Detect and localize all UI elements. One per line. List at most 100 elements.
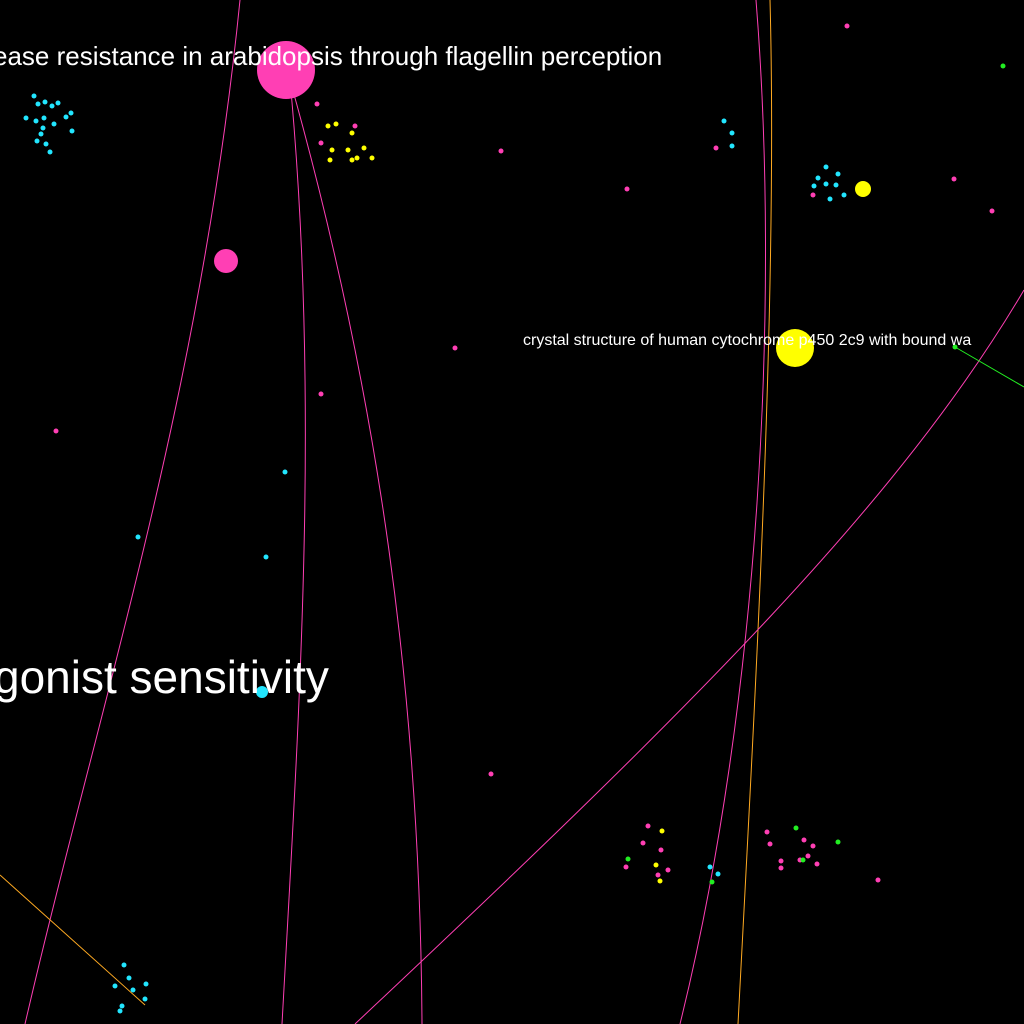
graph-node-pink-0[interactable]	[257, 41, 315, 99]
graph-node-cyan-49[interactable]	[823, 164, 829, 170]
graph-node-cyan-53[interactable]	[833, 182, 839, 188]
graph-node-pink-57[interactable]	[810, 192, 816, 198]
graph-node-pink-71[interactable]	[655, 872, 661, 878]
graph-node-pink-34[interactable]	[314, 101, 320, 107]
graph-node-green-75[interactable]	[709, 879, 715, 885]
graph-node-cyan-90[interactable]	[112, 983, 118, 989]
graph-node-green-84[interactable]	[800, 857, 806, 863]
graph-node-cyan-5[interactable]	[31, 93, 37, 99]
graph-node-yellow-27[interactable]	[369, 155, 375, 161]
graph-node-pink-86[interactable]	[778, 865, 784, 871]
graph-node-cyan-88[interactable]	[121, 962, 127, 968]
graph-node-cyan-12[interactable]	[41, 115, 47, 121]
graph-node-pink-48[interactable]	[713, 145, 719, 151]
graph-node-yellow-22[interactable]	[325, 123, 331, 129]
graph-node-cyan-11[interactable]	[33, 118, 39, 124]
graph-node-cyan-45[interactable]	[721, 118, 727, 124]
graph-node-cyan-50[interactable]	[835, 171, 841, 177]
graph-node-cyan-51[interactable]	[815, 175, 821, 181]
graph-node-pink-78[interactable]	[767, 841, 773, 847]
graph-node-pink-68[interactable]	[623, 864, 629, 870]
graph-node-cyan-15[interactable]	[68, 110, 74, 116]
graph-node-yellow-30[interactable]	[327, 157, 333, 163]
graph-node-cyan-17[interactable]	[34, 138, 40, 144]
graph-node-yellow-3[interactable]	[855, 181, 871, 197]
edge-pink-diagonal	[354, 289, 1024, 1024]
graph-node-cyan-61[interactable]	[135, 534, 141, 540]
graph-node-cyan-62[interactable]	[263, 554, 269, 560]
graph-node-cyan-7[interactable]	[42, 99, 48, 105]
graph-node-pink-43[interactable]	[989, 208, 995, 214]
graph-node-cyan-94[interactable]	[119, 1003, 125, 1009]
graph-node-pink-41[interactable]	[844, 23, 850, 29]
graph-node-cyan-89[interactable]	[126, 975, 132, 981]
graph-node-pink-32[interactable]	[352, 123, 358, 129]
graph-node-cyan-8[interactable]	[49, 103, 55, 109]
graph-node-pink-80[interactable]	[810, 843, 816, 849]
graph-node-cyan-52[interactable]	[823, 181, 829, 187]
graph-node-yellow-2[interactable]	[776, 329, 814, 367]
graph-node-cyan-91[interactable]	[130, 987, 136, 993]
graph-node-cyan-73[interactable]	[707, 864, 713, 870]
graph-node-pink-76[interactable]	[764, 829, 770, 835]
graph-node-pink-63[interactable]	[645, 823, 651, 829]
graph-node-cyan-56[interactable]	[827, 196, 833, 202]
graph-node-pink-70[interactable]	[665, 867, 671, 873]
graph-node-pink-35[interactable]	[498, 148, 504, 154]
graph-node-pink-42[interactable]	[951, 176, 957, 182]
graph-node-cyan-10[interactable]	[23, 115, 29, 121]
graph-node-cyan-13[interactable]	[51, 121, 57, 127]
graph-node-pink-87[interactable]	[814, 861, 820, 867]
graph-node-cyan-95[interactable]	[117, 1008, 123, 1014]
graph-node-yellow-64[interactable]	[659, 828, 665, 834]
graph-node-cyan-16[interactable]	[38, 131, 44, 137]
graph-node-yellow-31[interactable]	[329, 147, 335, 153]
graph-node-cyan-60[interactable]	[282, 469, 288, 475]
graph-node-cyan-4[interactable]	[256, 686, 268, 698]
graph-node-pink-82[interactable]	[805, 853, 811, 859]
graph-node-yellow-28[interactable]	[349, 157, 355, 163]
node-layer	[23, 23, 1006, 1014]
graph-node-cyan-14[interactable]	[63, 114, 69, 120]
graph-node-pink-37[interactable]	[452, 345, 458, 351]
node-label-cytochrome: crystal structure of human cytochrome p4…	[523, 332, 971, 349]
graph-node-green-59[interactable]	[952, 344, 958, 350]
graph-node-pink-39[interactable]	[53, 428, 59, 434]
graph-node-cyan-6[interactable]	[35, 101, 41, 107]
graph-node-cyan-9[interactable]	[55, 100, 61, 106]
edge-green-right	[954, 346, 1024, 388]
graph-node-pink-66[interactable]	[658, 847, 664, 853]
graph-node-pink-79[interactable]	[801, 837, 807, 843]
graph-node-pink-33[interactable]	[318, 140, 324, 146]
graph-node-pink-65[interactable]	[640, 840, 646, 846]
graph-node-green-81[interactable]	[835, 839, 841, 845]
graph-node-pink-85[interactable]	[778, 858, 784, 864]
graph-node-cyan-19[interactable]	[47, 149, 53, 155]
graph-node-yellow-29[interactable]	[354, 155, 360, 161]
graph-node-pink-44[interactable]	[875, 877, 881, 883]
graph-node-yellow-24[interactable]	[349, 130, 355, 136]
graph-node-cyan-21[interactable]	[40, 125, 46, 131]
graph-node-cyan-92[interactable]	[143, 981, 149, 987]
graph-node-yellow-25[interactable]	[345, 147, 351, 153]
graph-node-cyan-93[interactable]	[142, 996, 148, 1002]
graph-node-pink-1[interactable]	[214, 249, 238, 273]
graph-node-cyan-74[interactable]	[715, 871, 721, 877]
graph-node-pink-40[interactable]	[488, 771, 494, 777]
graph-node-green-77[interactable]	[793, 825, 799, 831]
graph-node-pink-36[interactable]	[624, 186, 630, 192]
graph-node-yellow-26[interactable]	[361, 145, 367, 151]
graph-node-green-67[interactable]	[625, 856, 631, 862]
graph-node-cyan-55[interactable]	[841, 192, 847, 198]
graph-node-cyan-46[interactable]	[729, 130, 735, 136]
graph-node-yellow-72[interactable]	[657, 878, 663, 884]
graph-node-cyan-54[interactable]	[811, 183, 817, 189]
graph-node-pink-38[interactable]	[318, 391, 324, 397]
graph-node-cyan-18[interactable]	[43, 141, 49, 147]
graph-node-cyan-20[interactable]	[69, 128, 75, 134]
graph-node-yellow-23[interactable]	[333, 121, 339, 127]
graph-node-green-58[interactable]	[1000, 63, 1006, 69]
graph-node-yellow-69[interactable]	[653, 862, 659, 868]
graph-node-cyan-47[interactable]	[729, 143, 735, 149]
